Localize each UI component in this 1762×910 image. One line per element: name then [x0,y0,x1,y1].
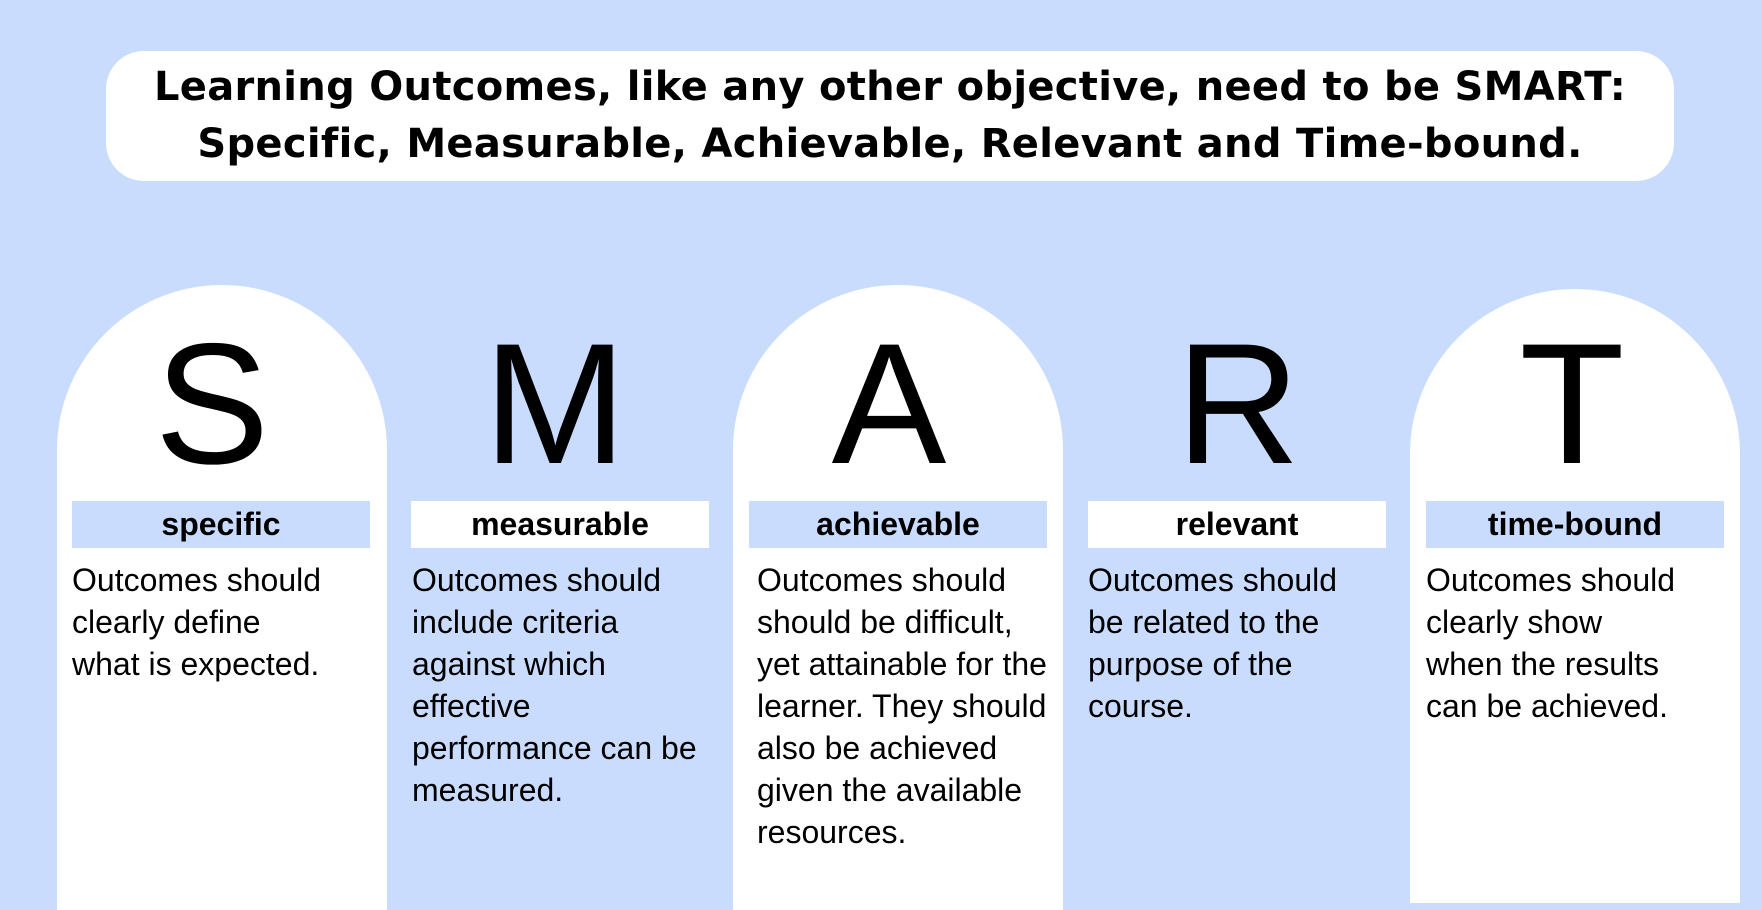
label-achievable: achievable [749,501,1047,548]
measurable-column-panel [387,285,733,910]
relevant-column-panel [1063,285,1410,910]
letter-t: T [1519,308,1625,500]
time-bound-bottom-strip [1410,903,1740,910]
letter-r: R [1175,308,1301,500]
label-measurable: measurable [411,501,709,548]
title-banner: Learning Outcomes, like any other object… [106,51,1674,181]
achievable-column-panel [733,285,1063,910]
description-relevant: Outcomes should be related to the purpos… [1088,562,1338,724]
label-relevant: relevant [1088,501,1386,548]
banner-line-2: Specific, Measurable, Achievable, Releva… [197,121,1583,167]
description-measurable: Outcomes should include criteria against… [412,562,697,808]
letter-m: M [483,308,627,500]
letter-s: S [154,308,270,500]
description-specific: Outcomes should clearly define what is e… [72,562,322,682]
letter-a: A [831,308,947,500]
specific-column-panel [57,285,387,910]
description-achievable: Outcomes should should be difficult, yet… [757,562,1047,850]
time-bound-column-panel [1410,289,1740,910]
banner-line-1: Learning Outcomes, like any other object… [153,64,1627,110]
label-specific: specific [72,501,370,548]
label-time-bound: time-bound [1426,501,1724,548]
description-time-bound: Outcomes should clearly show when the re… [1426,562,1676,724]
